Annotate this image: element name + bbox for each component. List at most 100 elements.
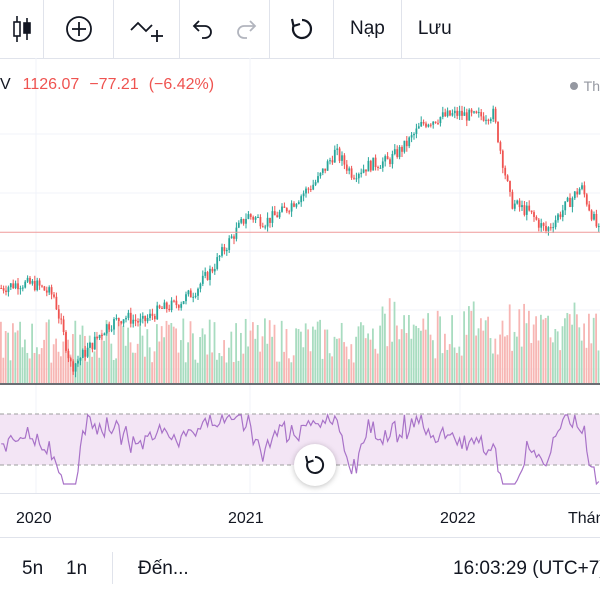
candle-body <box>377 167 379 169</box>
candle-body <box>429 124 432 126</box>
volume-bar <box>458 346 461 383</box>
candle-body <box>31 281 34 284</box>
candle-body <box>26 277 29 282</box>
candle-body <box>391 153 394 165</box>
volume-bar <box>523 303 525 383</box>
volume-bar <box>374 348 377 383</box>
candle-body <box>307 188 310 190</box>
volume-bar <box>283 351 285 383</box>
volume-bar <box>564 318 566 383</box>
candle-body <box>573 191 576 199</box>
range-5y-button[interactable]: 5n <box>22 558 44 579</box>
status-dot-icon <box>569 82 578 90</box>
candle-body <box>516 200 519 204</box>
candle-body <box>345 164 348 171</box>
candle-body <box>468 109 471 121</box>
volume-bar <box>16 330 19 383</box>
volume-bar <box>129 342 132 383</box>
volume-bar <box>276 361 278 383</box>
candle-body <box>242 218 245 224</box>
candle-body <box>48 287 51 293</box>
volume-bar <box>316 321 319 383</box>
volume-bar <box>86 361 89 383</box>
candle-body <box>357 173 360 179</box>
candle-body <box>177 305 180 308</box>
candle-body <box>257 216 259 218</box>
volume-bar <box>465 334 468 383</box>
volume-bar <box>40 348 43 383</box>
volume-bar <box>235 323 237 383</box>
reset-icon[interactable] <box>270 0 334 58</box>
candle-body <box>494 108 497 122</box>
candle-body <box>276 215 279 218</box>
candle-body <box>283 206 286 208</box>
candle-body <box>17 283 19 290</box>
candle-body <box>314 182 317 185</box>
volume-bar <box>230 331 233 383</box>
candle-body <box>343 155 346 165</box>
volume-bar <box>180 340 182 383</box>
redo-icon[interactable] <box>235 17 259 41</box>
candle-body <box>365 169 367 172</box>
range-1y-button[interactable]: 1n <box>66 558 88 579</box>
volume-bar <box>223 340 225 383</box>
volume-bar <box>552 342 554 383</box>
candle-body <box>381 161 384 168</box>
volume-bar <box>367 333 369 383</box>
candle-body <box>422 122 425 124</box>
volume-bar <box>468 306 470 383</box>
candle-body <box>523 205 526 215</box>
candle-body <box>218 255 221 258</box>
goto-date-button[interactable]: Đến... <box>138 558 189 579</box>
volume-bar <box>160 326 163 383</box>
volume-bar <box>595 313 597 383</box>
undo-icon[interactable] <box>190 17 214 41</box>
volume-bar <box>352 362 355 383</box>
candle-body <box>372 157 375 171</box>
volume-bar <box>156 324 158 383</box>
volume-bar <box>429 334 432 383</box>
load-button[interactable]: Nạp <box>334 0 402 58</box>
volume-bar <box>518 309 521 383</box>
candle-body <box>237 222 240 228</box>
volume-bar <box>496 354 499 383</box>
volume-bar <box>542 319 545 383</box>
candle-body <box>252 216 255 220</box>
candle-body <box>389 159 391 165</box>
volume-bar <box>456 352 458 383</box>
candle-body <box>353 177 355 179</box>
candle-body <box>535 216 538 220</box>
price-chart[interactable] <box>0 58 600 493</box>
volume-bar <box>528 310 530 383</box>
volume-bar <box>28 358 31 383</box>
volume-bar <box>12 323 14 383</box>
clock-display[interactable]: 16:03:29 (UTC+7) <box>453 558 600 579</box>
volume-bar <box>247 346 249 383</box>
volume-bar <box>249 330 252 383</box>
candle-body <box>235 227 238 239</box>
compare-icon[interactable] <box>114 0 180 58</box>
volume-bar <box>364 338 367 383</box>
volume-bar <box>460 355 463 383</box>
volume-bar <box>472 301 475 383</box>
candle-body <box>225 249 228 252</box>
candle-body <box>134 319 137 322</box>
candle-body <box>581 185 583 189</box>
candle-body <box>269 217 271 223</box>
candle-body <box>420 122 423 127</box>
time-axis[interactable]: 2020 2021 2022 Thán <box>0 493 600 538</box>
legend-secondary[interactable]: Th <box>569 78 600 94</box>
volume-bar <box>7 332 9 383</box>
reset-chart-button[interactable] <box>294 444 336 486</box>
candle-body <box>583 185 586 195</box>
add-indicator-icon[interactable] <box>44 0 114 58</box>
candle-body <box>317 176 319 183</box>
save-button[interactable]: Lưu <box>417 18 452 39</box>
volume-bar <box>448 344 451 383</box>
volume-bar <box>64 333 67 383</box>
legend-secondary-label: Th <box>583 78 600 94</box>
volume-bar <box>172 326 175 383</box>
candles-icon[interactable] <box>0 0 44 58</box>
volume-bar <box>259 351 261 383</box>
candle-body <box>158 305 161 308</box>
